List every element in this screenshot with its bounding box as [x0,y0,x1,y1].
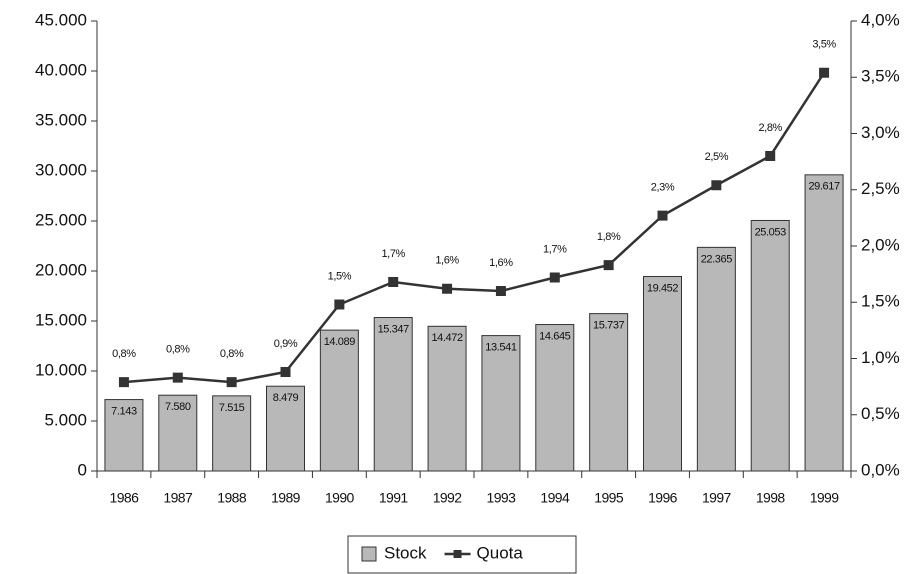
x-tick-label: 1993 [487,490,517,506]
line-marker [226,377,237,388]
x-tick-label: 1998 [756,490,786,506]
bar-value-label: 22.365 [701,253,733,265]
bar-value-label: 7.515 [219,402,245,414]
line-value-label: 0,8% [220,348,244,360]
y-tick-label: 15.000 [35,310,87,329]
bar [319,329,359,472]
legend-marker [453,550,462,558]
x-tick-label: 1986 [110,490,140,506]
bar-value-label: 14.472 [431,332,463,344]
line-value-label: 1,8% [597,231,621,243]
x-tick-label: 1987 [163,490,193,506]
bar-value-label: 8.479 [273,392,299,404]
line [123,72,826,384]
line-value-label: 1,7% [543,243,567,255]
bar [158,394,198,472]
y-tick-label: 35.000 [35,110,87,129]
y2-tick-label: 2,5% [861,179,900,198]
y-tick-label: 10.000 [35,360,87,379]
bar-value-label: 25.053 [755,226,787,238]
y-tick-label: 25.000 [35,210,87,229]
bar-value-label: 7.143 [111,405,137,417]
line-marker [388,277,399,287]
bar-value-label: 15.737 [593,320,625,332]
bar-value-label: 15.347 [378,323,410,335]
x-tick-label: 1996 [648,490,678,506]
bar [212,395,252,472]
y-tick-label: 30.000 [35,160,87,179]
legend-label: Quota [477,543,524,562]
y2-tick-label: 3,0% [861,123,900,142]
bar [696,246,736,472]
bar [481,335,521,472]
y-tick-label: 40.000 [35,60,87,79]
y-tick-label: 0 [78,460,87,479]
bar-value-label: 14.089 [324,336,356,348]
line-value-label: 1,6% [435,255,459,267]
line-value-label: 0,8% [166,344,190,356]
line-marker [657,210,668,221]
line-marker [603,260,614,271]
line-value-label: 2,5% [705,151,729,163]
line-value-label: 1,6% [489,257,513,269]
line-marker [495,286,506,296]
y2-tick-label: 4,0% [861,10,900,29]
bar-value-label: 13.541 [485,341,517,353]
y2-tick-label: 1,0% [861,348,900,367]
y-tick-label: 5.000 [44,410,87,429]
line-value-label: 2,3% [651,182,675,194]
bar-value-label: 7.580 [165,401,191,413]
bar [643,275,682,472]
bar [427,325,467,472]
x-tick-label: 1992 [433,490,463,506]
line-marker [765,151,776,161]
bar [373,317,413,472]
bar-value-label: 29.617 [808,181,840,193]
x-tick-label: 1991 [379,490,409,506]
bar [535,324,575,472]
y-tick-label: 45.000 [35,10,87,29]
line-marker [280,367,291,377]
line-marker [549,272,560,283]
line-marker [118,377,129,388]
x-tick-label: 1995 [594,490,624,506]
line-value-label: 0,9% [274,338,298,350]
line-value-label: 2,8% [758,122,782,134]
x-tick-label: 1999 [810,490,840,506]
bar-value-label: 14.645 [539,330,571,342]
x-tick-label: 1994 [540,490,570,506]
legend-swatch [361,546,377,562]
bar [266,385,305,472]
line-value-label: 1,5% [328,270,352,282]
y2-tick-label: 2,0% [861,235,900,254]
line-value-label: 1,7% [381,248,405,260]
line-marker [172,372,183,383]
bar-value-label: 19.452 [647,282,679,294]
y2-tick-label: 3,5% [861,67,900,86]
line-value-label: 3,5% [812,39,836,51]
line-marker [819,67,830,78]
x-tick-label: 1990 [325,490,355,506]
bar [589,313,629,472]
y-tick-label: 20.000 [35,260,87,279]
bar [804,174,844,472]
line-marker [711,180,722,191]
x-tick-label: 1989 [271,490,301,506]
y2-tick-label: 0,0% [861,460,900,479]
x-tick-label: 1988 [217,490,247,506]
bar [104,399,144,472]
y2-tick-label: 0,5% [861,404,900,423]
legend-label: Stock [384,543,427,562]
y2-tick-label: 1,5% [861,292,900,311]
bar [750,219,790,472]
x-tick-label: 1997 [702,490,732,506]
line-marker [334,299,345,310]
line-value-label: 0,8% [112,348,136,360]
line-marker [442,283,453,294]
